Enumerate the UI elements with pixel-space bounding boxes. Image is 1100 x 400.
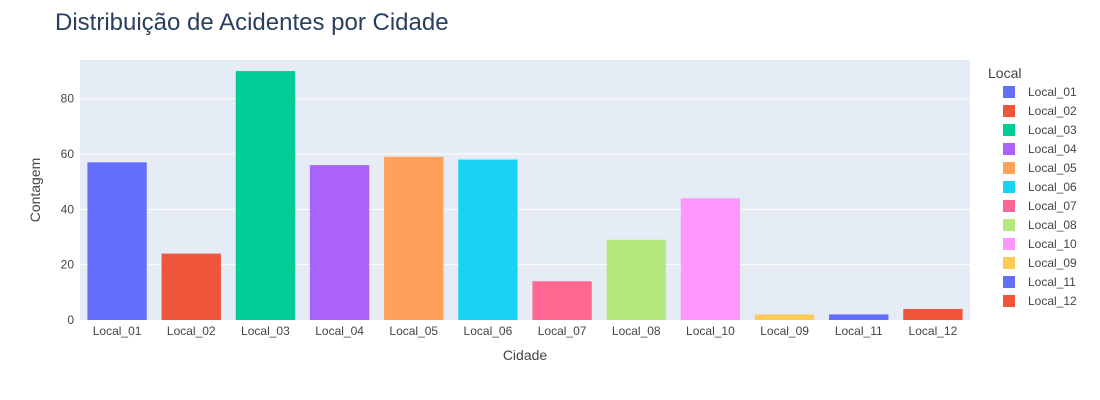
chart-title: Distribuição de Acidentes por Cidade xyxy=(55,9,449,36)
legend-label: Local_12 xyxy=(1028,294,1077,308)
legend-swatch xyxy=(1003,295,1015,307)
x-tick-label: Local_09 xyxy=(760,324,809,338)
legend-label: Local_10 xyxy=(1028,237,1077,251)
x-tick-label: Local_01 xyxy=(93,324,142,338)
x-axis-title: Cidade xyxy=(503,347,548,363)
legend-item[interactable]: Local_08 xyxy=(1003,218,1077,232)
y-tick-label: 40 xyxy=(61,202,75,216)
bar-local-07[interactable] xyxy=(532,281,592,320)
legend-swatch xyxy=(1003,219,1015,231)
x-tick-label: Local_04 xyxy=(315,324,364,338)
legend-swatch xyxy=(1003,181,1015,193)
bar-local-09[interactable] xyxy=(754,314,815,320)
bar-local-02[interactable] xyxy=(161,253,221,320)
legend-label: Local_05 xyxy=(1028,161,1077,175)
x-tick-label: Local_05 xyxy=(389,324,438,338)
legend-label: Local_02 xyxy=(1028,104,1077,118)
bar-local-10[interactable] xyxy=(680,198,741,320)
x-tick-label: Local_10 xyxy=(686,324,735,338)
x-tick-label: Local_02 xyxy=(167,324,216,338)
x-tick-label: Local_03 xyxy=(241,324,290,338)
legend-title: Local xyxy=(988,65,1021,81)
bar-local-06[interactable] xyxy=(458,159,518,320)
legend-label: Local_08 xyxy=(1028,218,1077,232)
legend-item[interactable]: Local_05 xyxy=(1003,161,1077,175)
y-tick-label: 80 xyxy=(61,92,75,106)
legend-label: Local_03 xyxy=(1028,123,1077,137)
bar-local-05[interactable] xyxy=(384,156,444,320)
legend-item[interactable]: Local_07 xyxy=(1003,199,1077,213)
bar-local-03[interactable] xyxy=(235,71,296,320)
x-axis-ticks: Local_01 Local_02 Local_03 Local_04 Local_05… xyxy=(93,324,958,338)
legend-item[interactable]: Local_01 xyxy=(1003,85,1077,99)
legend-item[interactable]: Local_09 xyxy=(1003,256,1077,270)
y-axis-ticks: 0 20 40 60 80 xyxy=(61,92,75,327)
legend-item[interactable]: Local_03 xyxy=(1003,123,1077,137)
legend-swatch xyxy=(1003,162,1015,174)
legend-label: Local_06 xyxy=(1028,180,1077,194)
x-tick-label: Local_11 xyxy=(835,324,883,338)
legend-item[interactable]: Local_11 xyxy=(1003,275,1076,289)
x-tick-label: Local_12 xyxy=(909,324,958,338)
legend: Local Local_01 Local_02 Local_03 Local_04 Lo… xyxy=(988,65,1077,308)
y-tick-label: 60 xyxy=(61,147,75,161)
y-tick-label: 20 xyxy=(61,258,75,272)
bar-local-04[interactable] xyxy=(309,165,370,320)
legend-swatch xyxy=(1003,86,1015,98)
bar-local-08[interactable] xyxy=(606,239,666,320)
x-tick-label: Local_06 xyxy=(464,324,513,338)
legend-item[interactable]: Local_06 xyxy=(1003,180,1077,194)
legend-item[interactable]: Local_10 xyxy=(1003,237,1077,251)
legend-label: Local_04 xyxy=(1028,142,1077,156)
legend-item[interactable]: Local_04 xyxy=(1003,142,1077,156)
legend-swatch xyxy=(1003,257,1015,269)
legend-swatch xyxy=(1003,143,1015,155)
legend-label: Local_01 xyxy=(1028,85,1077,99)
legend-swatch xyxy=(1003,276,1015,288)
legend-swatch xyxy=(1003,200,1015,212)
legend-label: Local_07 xyxy=(1028,199,1077,213)
legend-label: Local_11 xyxy=(1028,275,1076,289)
legend-swatch xyxy=(1003,124,1015,136)
y-axis-title: Contagem xyxy=(27,158,43,223)
x-tick-label: Local_07 xyxy=(538,324,587,338)
bar-local-12[interactable] xyxy=(903,308,963,320)
legend-label: Local_09 xyxy=(1028,256,1077,270)
legend-item[interactable]: Local_02 xyxy=(1003,104,1077,118)
gridlines xyxy=(80,98,970,266)
bar-local-01[interactable] xyxy=(87,162,147,320)
legend-item[interactable]: Local_12 xyxy=(1003,294,1077,308)
legend-swatch xyxy=(1003,238,1015,250)
plot-background xyxy=(80,60,970,320)
x-tick-label: Local_08 xyxy=(612,324,661,338)
bars xyxy=(87,71,963,320)
legend-swatch xyxy=(1003,105,1015,117)
y-tick-label: 0 xyxy=(67,313,74,327)
bar-local-11[interactable] xyxy=(829,314,889,320)
